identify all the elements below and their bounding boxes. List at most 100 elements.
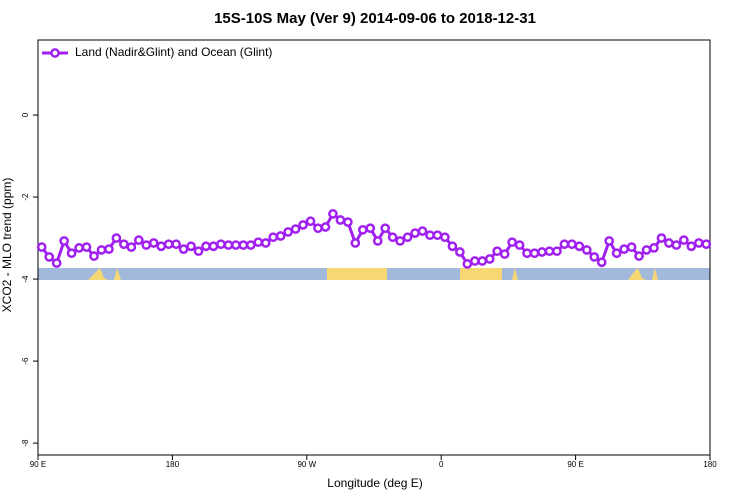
y-axis-label: XCO2 - MLO trend (ppm)	[0, 178, 14, 313]
data-point	[425, 230, 435, 241]
data-point	[126, 242, 137, 252]
data-point	[260, 238, 271, 248]
data-point	[156, 241, 167, 252]
data-point	[44, 252, 55, 262]
data-point	[477, 256, 488, 266]
land-band	[652, 268, 658, 280]
data-point	[313, 223, 323, 234]
data-point	[223, 240, 234, 250]
data-point	[455, 247, 465, 257]
data-point	[380, 223, 391, 234]
data-point	[275, 231, 286, 241]
data-point	[343, 217, 353, 227]
y-tick-label: -6	[21, 357, 30, 365]
data-point	[201, 241, 211, 252]
x-tick-label: 90 E	[30, 460, 46, 469]
data-point	[298, 220, 308, 230]
data-point	[133, 235, 144, 245]
x-tick-label: 90 W	[297, 460, 316, 469]
data-point	[679, 235, 689, 245]
data-point	[664, 238, 674, 248]
data-point	[619, 244, 629, 254]
data-point	[141, 240, 152, 250]
land-band	[512, 268, 518, 280]
plot-frame	[37, 39, 711, 456]
data-point	[283, 227, 293, 237]
data-point	[245, 240, 256, 250]
x-tick-label: 180	[166, 460, 180, 469]
land-band	[327, 268, 387, 280]
land-band	[460, 268, 502, 280]
data-point	[320, 222, 331, 232]
data-point	[387, 232, 398, 243]
data-point	[656, 233, 667, 243]
data-point	[59, 236, 69, 246]
data-point	[447, 241, 458, 252]
data-point	[253, 237, 264, 248]
data-point	[216, 239, 226, 250]
data-point	[537, 247, 547, 257]
data-point	[671, 240, 682, 250]
data-point	[372, 236, 383, 246]
data-point	[36, 242, 47, 252]
data-point	[402, 232, 413, 243]
data-point	[163, 239, 174, 250]
data-point	[529, 248, 540, 259]
data-point	[305, 216, 316, 227]
data-point	[268, 232, 279, 243]
data-point	[410, 228, 420, 238]
x-axis-label: Longitude (deg E)	[327, 476, 422, 490]
data-point	[81, 242, 92, 252]
data-point	[178, 244, 189, 254]
data-point	[596, 257, 607, 268]
data-point	[350, 238, 361, 248]
data-point	[499, 249, 510, 259]
data-point	[208, 241, 219, 252]
land-band	[88, 268, 108, 280]
data-point	[604, 236, 615, 246]
data-point	[186, 241, 196, 252]
data-point	[328, 209, 338, 219]
data-point	[507, 237, 517, 248]
chart-title: 15S-10S May (Ver 9) 2014-09-06 to 2018-1…	[214, 10, 536, 27]
data-point	[514, 240, 525, 250]
data-point	[119, 239, 129, 250]
data-point	[51, 258, 62, 268]
data-point	[440, 232, 450, 243]
x-tick-label: 180	[703, 460, 717, 469]
x-tick-label: 90 E	[567, 460, 583, 469]
data-point	[544, 246, 555, 257]
data-point	[574, 241, 585, 252]
data-point	[96, 245, 107, 255]
data-point	[567, 239, 577, 250]
data-point	[469, 256, 480, 266]
data-point	[462, 259, 473, 269]
y-tick-label: -4	[21, 275, 30, 283]
land-band	[114, 268, 121, 280]
y-tick-label: -8	[21, 439, 30, 447]
data-point	[111, 233, 122, 243]
data-point	[357, 225, 368, 235]
data-point	[417, 226, 428, 236]
data-point	[589, 252, 600, 262]
x-tick-label: 0	[439, 460, 444, 469]
land-band	[628, 268, 646, 280]
data-point	[231, 240, 241, 250]
y-tick-label: -2	[21, 193, 30, 201]
legend-marker	[50, 48, 60, 58]
data-point	[484, 254, 495, 264]
data-point	[365, 223, 376, 234]
data-point	[641, 245, 652, 255]
data-point	[238, 240, 249, 250]
data-point	[74, 243, 84, 253]
data-point	[634, 251, 644, 261]
data-point	[492, 246, 503, 257]
data-point	[290, 224, 301, 234]
data-point	[611, 248, 622, 259]
surface-band	[38, 268, 710, 280]
data-point	[193, 246, 204, 257]
data-point	[581, 245, 592, 255]
data-point	[626, 242, 637, 252]
data-point	[171, 239, 181, 250]
